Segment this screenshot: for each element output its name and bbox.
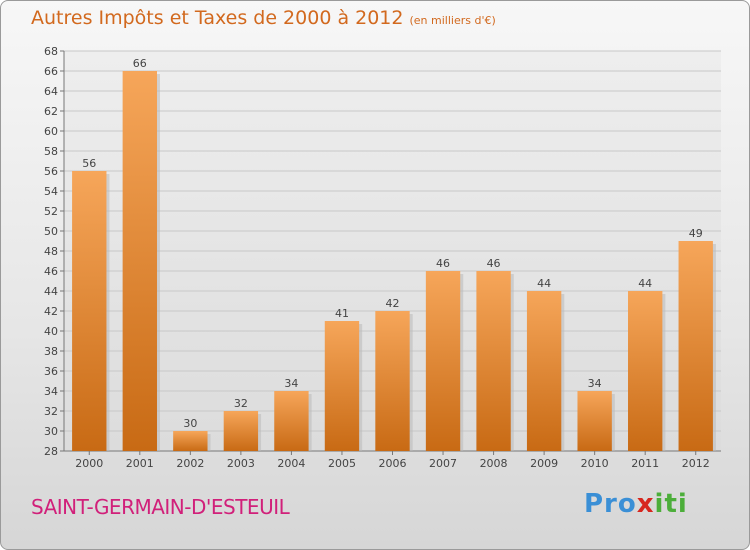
y-tick-label: 40 [44, 325, 58, 338]
bar-value-label: 32 [234, 397, 248, 410]
bar-value-label: 44 [638, 277, 652, 290]
y-tick-label: 28 [44, 445, 58, 458]
y-tick-label: 50 [44, 225, 58, 238]
bar-value-label: 49 [689, 227, 703, 240]
bar [375, 311, 410, 451]
chart-subtitle: (en milliers d'€) [409, 14, 496, 27]
x-tick-label: 2006 [379, 457, 407, 470]
logo-part-3: iti [654, 489, 688, 519]
y-tick-label: 52 [44, 205, 58, 218]
y-tick-label: 58 [44, 145, 58, 158]
x-tick-label: 2002 [176, 457, 204, 470]
x-tick-label: 2005 [328, 457, 356, 470]
y-tick-label: 64 [44, 85, 58, 98]
proxiti-logo: Proxiti [584, 489, 688, 519]
y-tick-label: 54 [44, 185, 58, 198]
bar-value-label: 44 [537, 277, 551, 290]
bar [678, 241, 713, 451]
bar-value-label: 42 [386, 297, 400, 310]
chart-title: Autres Impôts et Taxes de 2000 à 2012 (en… [31, 7, 496, 29]
x-tick-label: 2007 [429, 457, 457, 470]
bar-value-label: 30 [183, 417, 197, 430]
bar-value-label: 66 [133, 57, 147, 70]
x-tick-label: 2010 [581, 457, 609, 470]
bar-value-label: 41 [335, 307, 349, 320]
bar-value-label: 34 [284, 377, 298, 390]
x-tick-label: 2001 [126, 457, 154, 470]
y-tick-label: 60 [44, 125, 58, 138]
bar [526, 291, 562, 451]
bar [173, 431, 208, 451]
logo-part-1: Pro [584, 489, 637, 519]
y-tick-label: 48 [44, 245, 58, 258]
bar [577, 391, 612, 451]
y-tick-label: 68 [44, 45, 58, 58]
logo-part-2: x [636, 489, 655, 519]
bar-value-label: 56 [82, 157, 96, 170]
bar-value-label: 34 [588, 377, 602, 390]
x-tick-label: 2004 [277, 457, 305, 470]
bar [72, 171, 107, 451]
x-tick-label: 2003 [227, 457, 255, 470]
y-tick-label: 36 [44, 365, 58, 378]
x-tick-label: 2012 [682, 457, 710, 470]
bar [476, 271, 511, 451]
x-tick-label: 2009 [530, 457, 558, 470]
bar [324, 321, 360, 451]
bar [628, 291, 663, 451]
bar [122, 71, 157, 451]
y-tick-label: 44 [44, 285, 58, 298]
bar [223, 411, 259, 451]
chart-title-text: Autres Impôts et Taxes de 2000 à 2012 [31, 7, 404, 29]
bar [425, 271, 461, 451]
y-tick-label: 32 [44, 405, 58, 418]
y-tick-label: 62 [44, 105, 58, 118]
y-tick-label: 30 [44, 425, 58, 438]
y-tick-label: 66 [44, 65, 58, 78]
bar-value-label: 46 [436, 257, 450, 270]
y-tick-label: 46 [44, 265, 58, 278]
y-tick-label: 34 [44, 385, 58, 398]
bar-value-label: 46 [487, 257, 501, 270]
x-tick-label: 2008 [480, 457, 508, 470]
x-tick-label: 2011 [631, 457, 659, 470]
commune-name: SAINT-GERMAIN-D'ESTEUIL [31, 495, 290, 519]
bar [274, 391, 309, 451]
y-tick-label: 56 [44, 165, 58, 178]
x-tick-label: 2000 [75, 457, 103, 470]
y-tick-label: 42 [44, 305, 58, 318]
y-tick-label: 38 [44, 345, 58, 358]
